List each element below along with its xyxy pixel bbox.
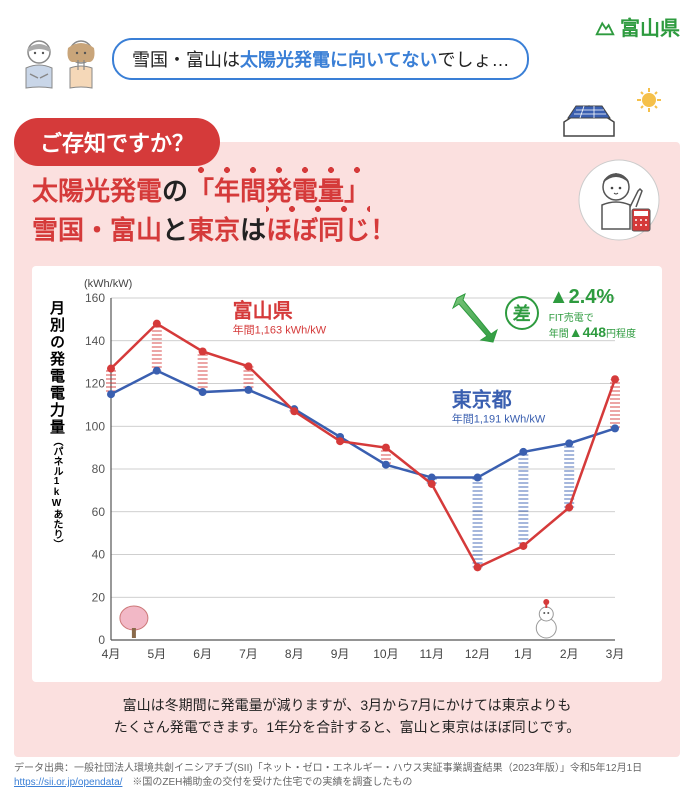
svg-text:20: 20 <box>92 590 106 604</box>
hl-2c: 東京 <box>188 215 240 245</box>
svg-text:6月: 6月 <box>193 647 212 661</box>
svg-text:4月: 4月 <box>102 647 121 661</box>
difference-callout: 差 ▲2.4% FIT売電で 年間▲448円程度 <box>505 286 636 340</box>
svg-text:11月: 11月 <box>419 647 443 661</box>
diff-circle: 差 <box>505 296 539 330</box>
diff-sub2a: 年間 <box>549 329 569 340</box>
svg-text:3月: 3月 <box>606 647 625 661</box>
svg-text:1月: 1月 <box>514 647 533 661</box>
diff-sub2c: 円程度 <box>606 329 636 340</box>
solar-house-illustration <box>554 88 664 143</box>
svg-text:5月: 5月 <box>147 647 166 661</box>
bubble-emphasis: 太陽光発電に向いてない <box>240 50 437 70</box>
prefecture-logo: 富山県 <box>594 12 680 41</box>
source-link[interactable]: https://sii.or.jp/opendata/ <box>14 777 122 788</box>
line-chart: 0 20 40 60 80 100 120 140 160 4月 5月 6月 7月 8月 9月 10月 11月 1… <box>71 290 631 670</box>
hl-2f: ！ <box>370 215 396 245</box>
hl-2e: ほぼ同じ <box>266 215 370 245</box>
svg-text:2月: 2月 <box>560 647 579 661</box>
svg-text:140: 140 <box>85 334 105 348</box>
svg-text:8月: 8月 <box>285 647 304 661</box>
person-with-calculator <box>574 155 664 250</box>
bubble-pre: 雪国・富山は <box>132 50 240 70</box>
svg-text:40: 40 <box>92 548 106 562</box>
hl-1b: の <box>162 176 188 206</box>
speech-bubble: 雪国・富山は太陽光発電に向いてないでしょ… <box>112 38 529 80</box>
hl-1c: 「年間発電量」 <box>188 176 370 206</box>
svg-text:富山県: 富山県 <box>233 299 293 323</box>
caption: 富山は冬期間に発電量が減りますが、3月から7月にかけては東京よりもたくさん発電で… <box>32 694 662 739</box>
svg-text:年間1,163 kWh/kW: 年間1,163 kWh/kW <box>233 323 327 337</box>
svg-text:12月: 12月 <box>465 647 490 661</box>
top-conversation: 雪国・富山は太陽光発電に向いてないでしょ… <box>18 38 529 96</box>
hl-2d: は <box>240 215 266 245</box>
svg-text:80: 80 <box>92 462 106 476</box>
diff-sub2b: ▲448 <box>569 324 606 340</box>
diff-sub1: FIT売電で <box>549 309 636 324</box>
svg-text:9月: 9月 <box>331 647 350 661</box>
svg-text:10月: 10月 <box>373 647 398 661</box>
svg-text:0: 0 <box>98 633 105 647</box>
man-icon <box>18 38 60 96</box>
hl-2b: と <box>162 215 188 245</box>
hl-1a: 太陽光発電 <box>32 176 162 206</box>
chart-container: (kWh/kW) 月別の発電電力量（パネル1kWあたり） 02040608010… <box>32 266 662 682</box>
svg-text:年間1,191 kWh/kW: 年間1,191 kWh/kW <box>452 411 546 425</box>
did-you-know-badge: ご存知ですか？ <box>14 118 220 166</box>
data-source: データ出典：一般社団法人環境共創イニシアチブ(SII)「ネット・ゼロ・エネルギー… <box>14 762 680 790</box>
hl-2a: 雪国・富山 <box>32 215 162 245</box>
diff-pct: ▲2.4% <box>549 286 614 308</box>
source-line1: データ出典：一般社団法人環境共創イニシアチブ(SII)「ネット・ゼロ・エネルギー… <box>14 763 642 774</box>
headline: 太陽光発電の「年間発電量」 雪国・富山と東京はほぼ同じ！ <box>32 172 662 250</box>
logo-text: 富山県 <box>620 12 680 41</box>
svg-text:100: 100 <box>85 419 105 433</box>
ylabel-sub: （パネル1kWあたり） <box>51 436 62 549</box>
bubble-post: でしょ… <box>437 50 509 70</box>
source-line2: ※国のZEH補助金の交付を受けた住宅での実績を調査したもの <box>122 777 412 788</box>
woman-icon <box>60 38 102 96</box>
svg-text:60: 60 <box>92 505 106 519</box>
mountain-icon <box>594 16 616 38</box>
svg-text:7月: 7月 <box>239 647 258 661</box>
y-axis-label: 月別の発電電力量（パネル1kWあたり） <box>42 290 71 670</box>
svg-text:160: 160 <box>85 291 105 305</box>
svg-text:120: 120 <box>85 377 105 391</box>
diff-arrow-icon <box>449 290 499 350</box>
ylabel-main: 月別の発電電力量 <box>48 300 65 436</box>
svg-text:東京都: 東京都 <box>452 387 512 411</box>
people-illustration <box>18 38 102 96</box>
